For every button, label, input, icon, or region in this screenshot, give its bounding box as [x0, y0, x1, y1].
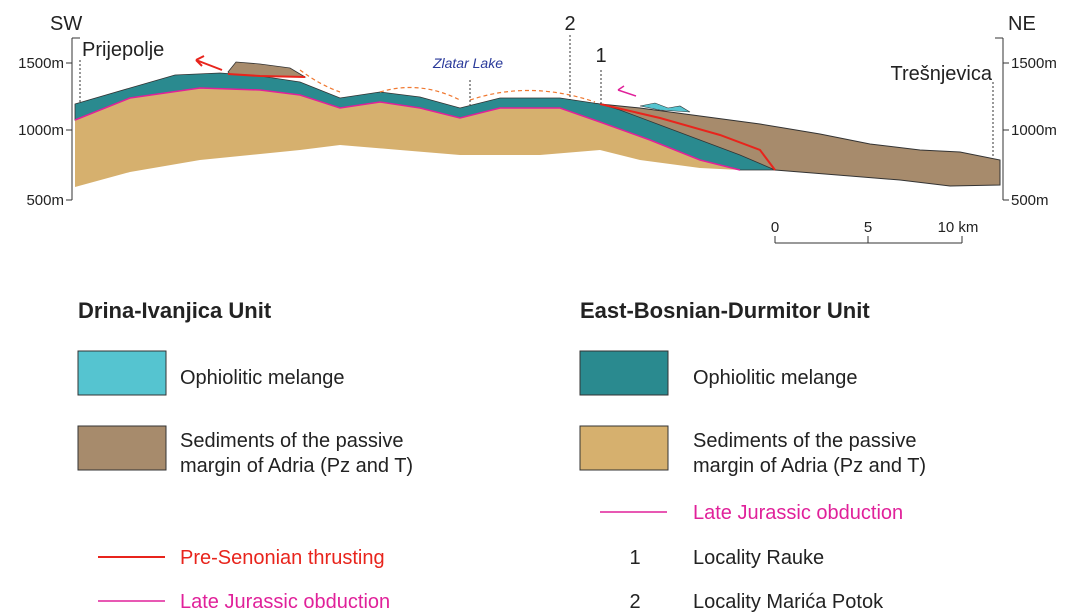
legend-swatch: [579, 425, 669, 471]
locality-label: 2: [564, 13, 575, 35]
legend-number: 1: [629, 547, 640, 569]
cross-section: [74, 35, 1001, 187]
legend-label: margin of Adria (Pz and T): [693, 455, 926, 477]
thrust-arrow: [195, 55, 223, 71]
place-label: Zlatar Lake: [432, 55, 503, 71]
legend-label: Sediments of the passive: [693, 430, 916, 452]
axis-label: 1500m: [1011, 55, 1057, 72]
place-label: Prijepolje: [82, 39, 164, 61]
legend-number: 2: [629, 591, 640, 613]
legend-label: Sediments of the passive: [180, 430, 403, 452]
scale-label: 5: [864, 219, 872, 236]
legend-label: Locality Marića Potok: [693, 591, 884, 613]
locality-label: 1: [595, 45, 606, 67]
legend-title: Drina-Ivanjica Unit: [78, 298, 272, 323]
legend-swatch: [77, 425, 167, 471]
axis-label: 1500m: [18, 55, 64, 72]
obduction-arrow: [617, 85, 637, 97]
right-axis: [995, 37, 1009, 201]
legend-label: Late Jurassic obduction: [693, 502, 903, 524]
legend-swatch: [579, 350, 669, 396]
place-label: Trešnjevica: [890, 63, 992, 85]
legend-label: Late Jurassic obduction: [180, 591, 390, 613]
scale-bar: [774, 236, 963, 244]
axis-label: 1000m: [18, 122, 64, 139]
axis-label: 500m: [1011, 192, 1049, 209]
thrust-line: [227, 73, 776, 171]
legend-label: Locality Rauke: [693, 547, 824, 569]
scale-label: 0: [771, 219, 779, 236]
bosnian-sediments: [75, 88, 740, 187]
legend-title: East-Bosnian-Durmitor Unit: [580, 298, 870, 323]
axis-label: 1000m: [1011, 122, 1057, 139]
legend-label: margin of Adria (Pz and T): [180, 455, 413, 477]
axis-label: 500m: [26, 192, 64, 209]
legend-label: Ophiolitic melange: [180, 367, 345, 389]
legend-swatch: [77, 350, 167, 396]
drina-melange: [639, 102, 691, 113]
end-label: SW: [50, 13, 82, 35]
legend-label: Pre-Senonian thrusting: [180, 547, 385, 569]
scale-label: 10 km: [938, 219, 979, 236]
left-axis: [66, 37, 80, 201]
obduction-line: [74, 87, 741, 171]
end-label: NE: [1008, 13, 1036, 35]
eroded-outline: [299, 69, 596, 103]
legend-label: Ophiolitic melange: [693, 367, 858, 389]
